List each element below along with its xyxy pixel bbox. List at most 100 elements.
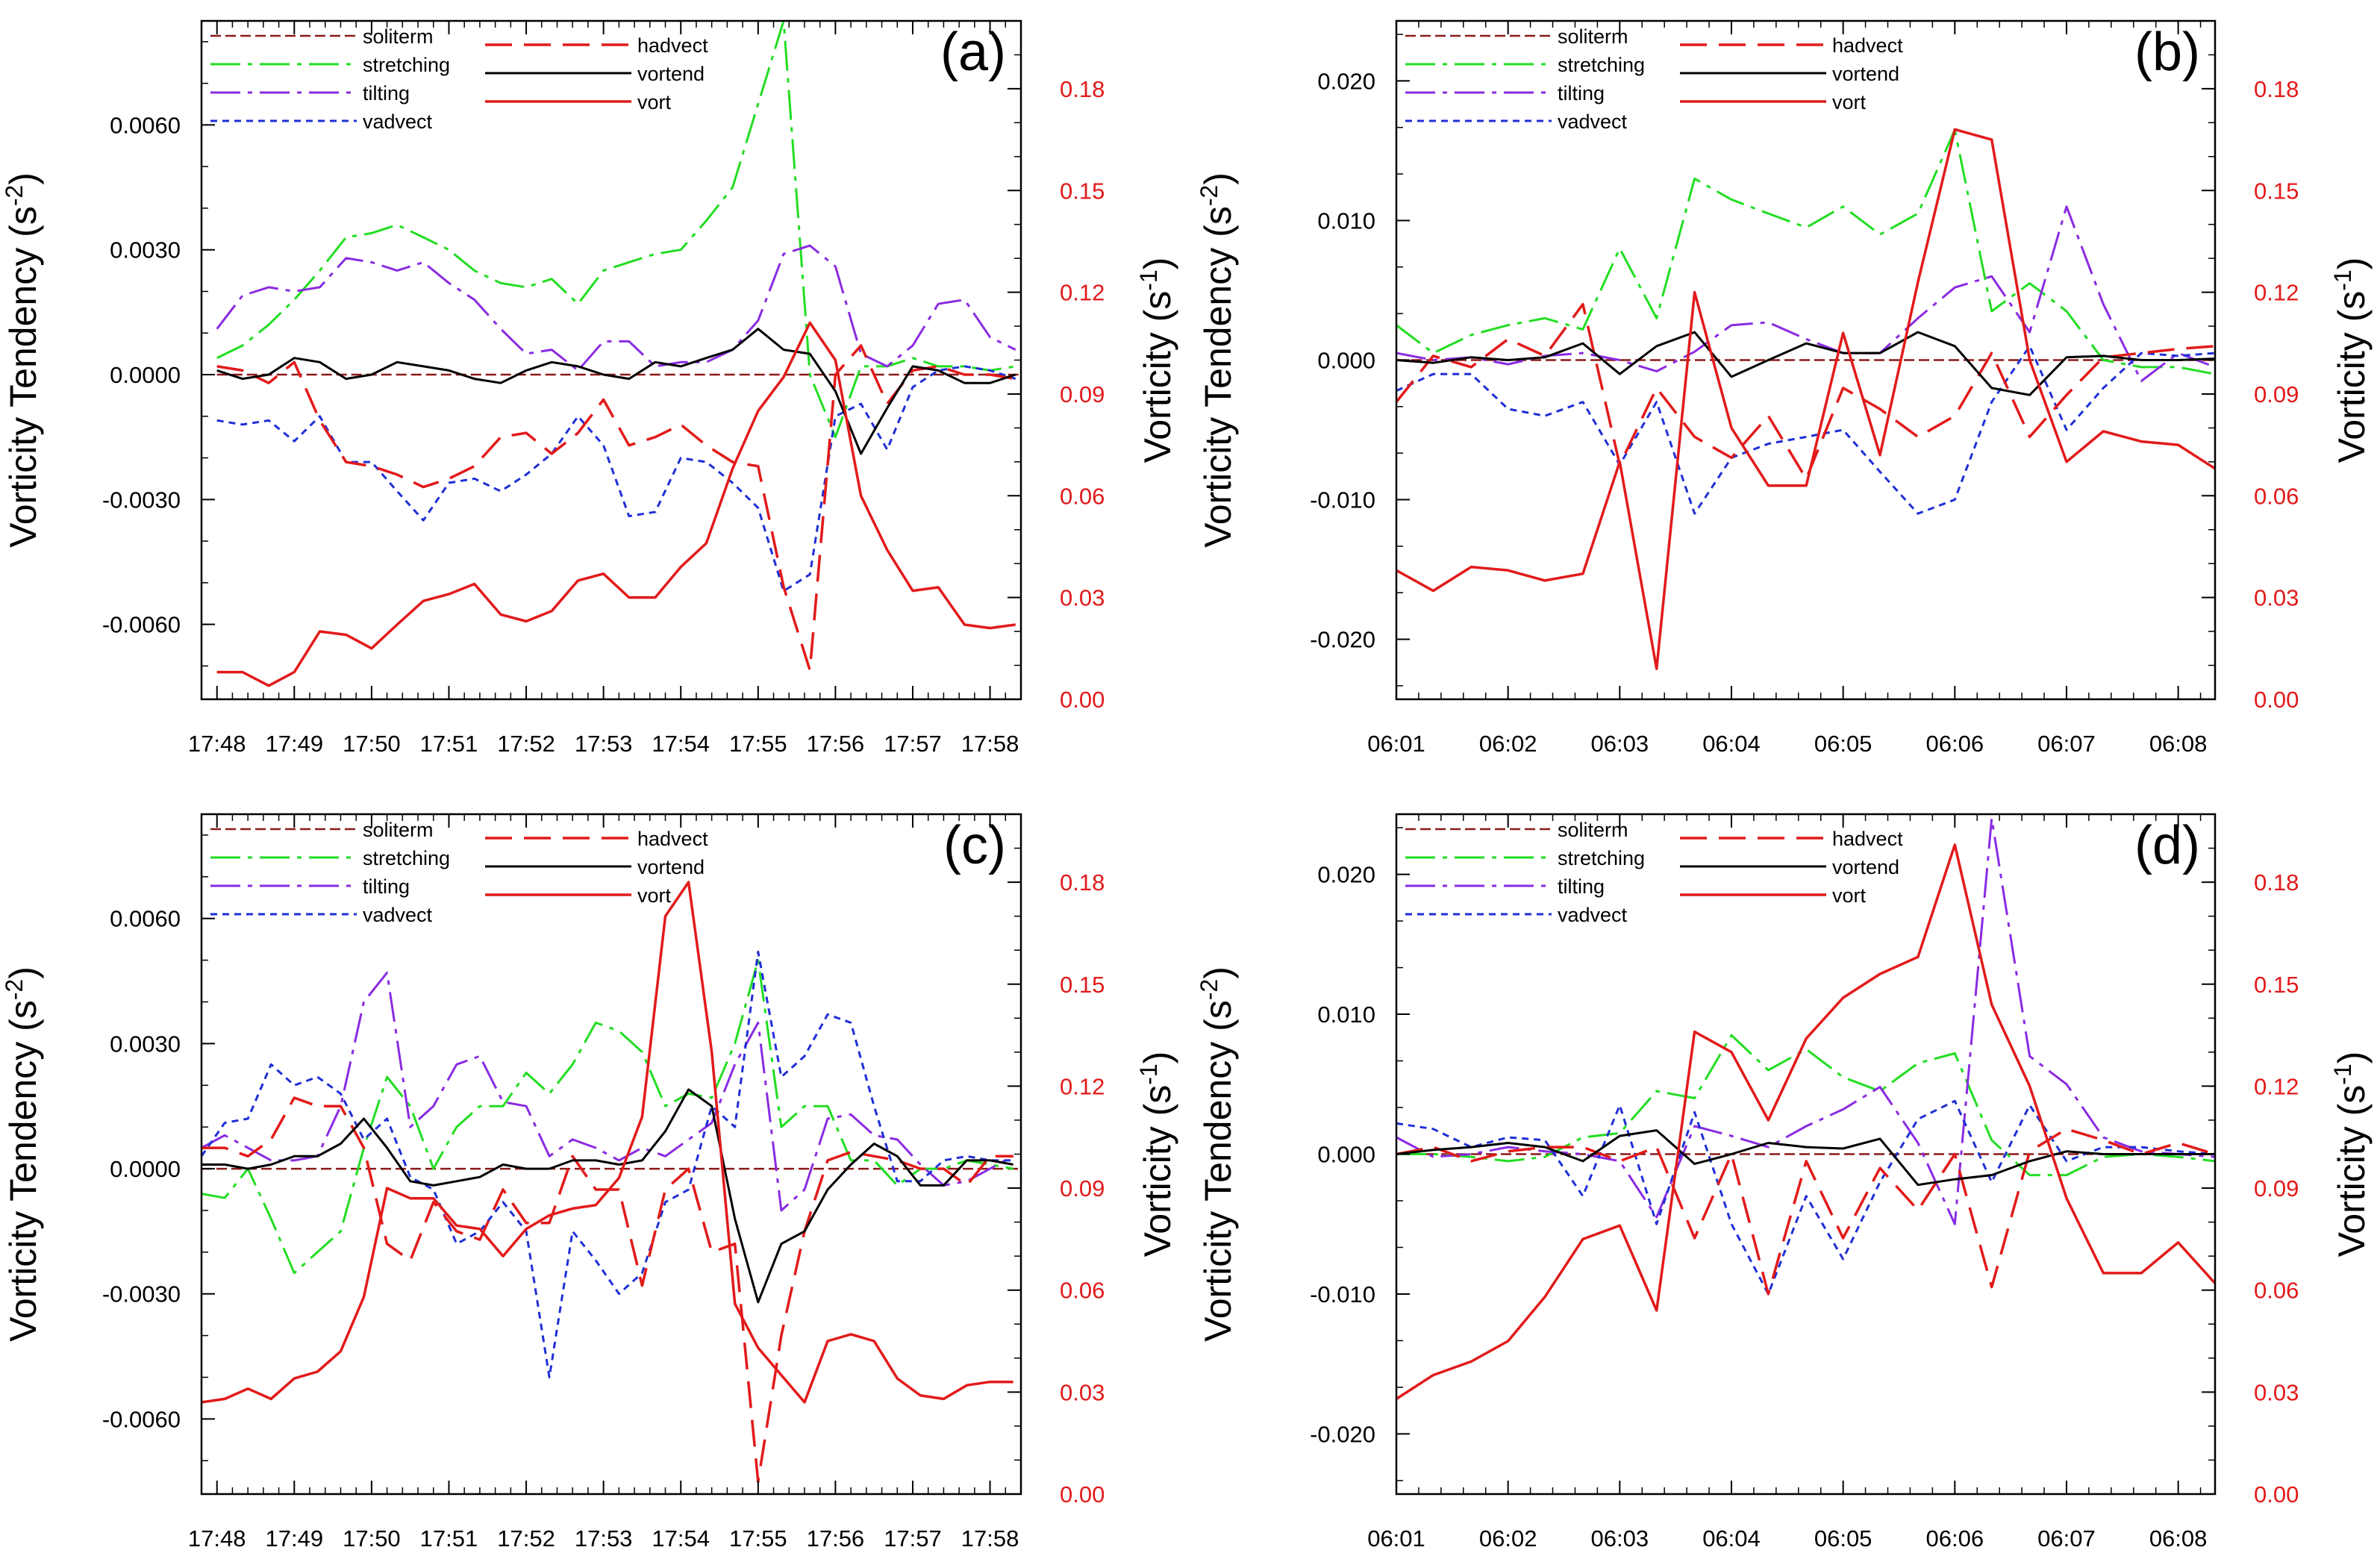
y-left-axis-label: Vorticity Tendency (s-2) xyxy=(1196,966,1239,1342)
x-tick-label: 17:48 xyxy=(188,731,246,757)
legend-label-stretching: stretching xyxy=(363,54,450,76)
y-right-tick-label: 0.18 xyxy=(1060,76,1105,102)
legend-label-vortend: vortend xyxy=(637,63,705,85)
series-vort-line xyxy=(1396,128,2215,670)
legend-label-soliterm: soliterm xyxy=(363,819,434,841)
x-tick-label: 06:04 xyxy=(1702,1525,1761,1552)
legend-label-tilting: tilting xyxy=(363,82,410,104)
x-tick-label: 06:05 xyxy=(1814,731,1873,757)
legend: soliterm stretching tilting vadvect hadvect v… xyxy=(210,25,708,133)
x-tick-label: 17:51 xyxy=(420,1525,478,1552)
y-right-tick-label: 0.12 xyxy=(1060,1073,1105,1099)
y-right-axis-label: Vorticity (s-1) xyxy=(2329,1052,2373,1257)
legend: soliterm stretching tilting vadvect hadvect v… xyxy=(1405,819,1903,926)
x-tick-label: 06:01 xyxy=(1367,731,1425,757)
legend-label-vortend: vortend xyxy=(1832,63,1899,85)
x-tick-label: 17:52 xyxy=(497,1525,555,1552)
x-tick-label: 06:06 xyxy=(1926,731,1984,757)
y-right-tick-label: 0.09 xyxy=(2254,1175,2299,1202)
x-tick-label: 17:54 xyxy=(652,1525,710,1552)
series-hadvect-line xyxy=(202,1096,1013,1483)
y-left-tick-label: 0.010 xyxy=(1317,207,1375,234)
y-left-tick-label: -0.0030 xyxy=(102,1281,181,1307)
y-left-tick-label: 0.020 xyxy=(1317,68,1375,94)
y-left-tick-label: 0.0060 xyxy=(110,112,181,138)
legend-label-tilting: tilting xyxy=(1558,875,1605,898)
y-right-axis-label: Vorticity (s-1) xyxy=(2329,257,2373,463)
y-left-tick-label: -0.010 xyxy=(1310,487,1375,513)
series-vortend-line xyxy=(216,328,1016,455)
y-left-tick-label: -0.0030 xyxy=(102,487,181,513)
x-tick-label: 06:04 xyxy=(1702,731,1761,757)
x-tick-label: 06:02 xyxy=(1479,731,1537,757)
y-right-tick-label: 0.15 xyxy=(1060,178,1105,204)
x-tick-label: 17:49 xyxy=(266,1525,324,1552)
x-tick-label: 17:56 xyxy=(807,1525,865,1552)
panel-label: (d) xyxy=(2134,816,2200,875)
y-left-tick-label: -0.020 xyxy=(1310,627,1375,653)
series-vort-line xyxy=(216,321,1016,687)
y-right-tick-label: 0.18 xyxy=(2254,76,2299,102)
legend-label-vortend: vortend xyxy=(637,856,705,878)
x-tick-label: 06:06 xyxy=(1926,1525,1984,1552)
y-left-axis-label: Vorticity Tendency (s-2) xyxy=(1,966,44,1342)
y-right-tick-label: 0.09 xyxy=(1060,381,1105,407)
y-right-tick-label: 0.03 xyxy=(1060,585,1105,611)
x-tick-label: 17:50 xyxy=(343,1525,401,1552)
panel-0: 17:48 17:49 17:50 17:51 17:52 17:53 17:54 17:55… xyxy=(1,19,1178,757)
y-right-tick-label: 0.03 xyxy=(2254,585,2299,611)
y-left-tick-label: 0.010 xyxy=(1317,1002,1375,1028)
legend-label-vortend: vortend xyxy=(1832,856,1899,878)
plot-frame xyxy=(200,19,1022,701)
series-stretching-line xyxy=(1396,1034,2215,1177)
legend-label-stretching: stretching xyxy=(363,847,450,869)
y-left-axis-label: Vorticity Tendency (s-2) xyxy=(1196,172,1239,548)
series-stretching-line xyxy=(202,959,1013,1275)
x-tick-label: 06:02 xyxy=(1479,1525,1537,1552)
y-right-tick-label: 0.18 xyxy=(1060,869,1105,896)
y-right-tick-label: 0.00 xyxy=(1060,1481,1105,1507)
x-tick-label: 17:48 xyxy=(188,1525,246,1552)
x-tick-label: 17:54 xyxy=(652,731,710,757)
y-left-tick-label: 0.0060 xyxy=(110,906,181,932)
legend-label-vort: vort xyxy=(637,884,672,907)
y-right-tick-label: 0.03 xyxy=(1060,1379,1105,1405)
x-tick-label: 17:50 xyxy=(343,731,401,757)
y-right-tick-label: 0.18 xyxy=(2254,869,2299,896)
x-tick-label: 17:56 xyxy=(807,731,865,757)
series-hadvect-line xyxy=(1396,302,2215,481)
y-right-tick-label: 0.15 xyxy=(2254,972,2299,998)
legend-label-stretching: stretching xyxy=(1558,54,1645,76)
plot-frame xyxy=(200,813,1022,1496)
x-tick-label: 06:08 xyxy=(2149,1525,2208,1552)
legend-label-vadvect: vadvect xyxy=(363,110,433,133)
legend-label-stretching: stretching xyxy=(1558,847,1645,869)
y-left-tick-label: 0.000 xyxy=(1317,1142,1375,1168)
x-tick-label: 06:05 xyxy=(1814,1525,1873,1552)
x-tick-label: 17:55 xyxy=(729,731,787,757)
y-right-tick-label: 0.12 xyxy=(2254,280,2299,306)
panel-label: (c) xyxy=(943,816,1006,875)
y-left-tick-label: -0.0060 xyxy=(102,1406,181,1432)
panel-3: 06:01 06:02 06:03 06:04 06:05 06:06 06:07 06:08… xyxy=(1196,813,2373,1552)
x-tick-label: 17:51 xyxy=(420,731,478,757)
legend-label-soliterm: soliterm xyxy=(363,25,434,48)
y-right-tick-label: 0.00 xyxy=(1060,687,1105,713)
y-left-tick-label: 0.0030 xyxy=(110,1031,181,1057)
series-vortend-line xyxy=(202,1088,1013,1304)
y-left-tick-label: 0.0000 xyxy=(110,362,181,388)
x-tick-label: 17:52 xyxy=(497,731,555,757)
series-vadvect-line xyxy=(1396,345,2215,515)
series-vortend-line xyxy=(1396,331,2215,396)
x-tick-label: 17:57 xyxy=(884,731,942,757)
series-stretching-line xyxy=(1396,128,2215,375)
y-left-tick-label: -0.020 xyxy=(1310,1421,1375,1447)
series-hadvect-line xyxy=(1396,1128,2215,1296)
y-right-tick-label: 0.06 xyxy=(1060,483,1105,509)
series-vort-line xyxy=(1396,843,2215,1400)
y-right-tick-label: 0.06 xyxy=(2254,483,2299,509)
x-tick-label: 06:07 xyxy=(2037,731,2096,757)
series-vadvect-line xyxy=(202,950,1013,1378)
x-tick-label: 06:03 xyxy=(1591,1525,1649,1552)
